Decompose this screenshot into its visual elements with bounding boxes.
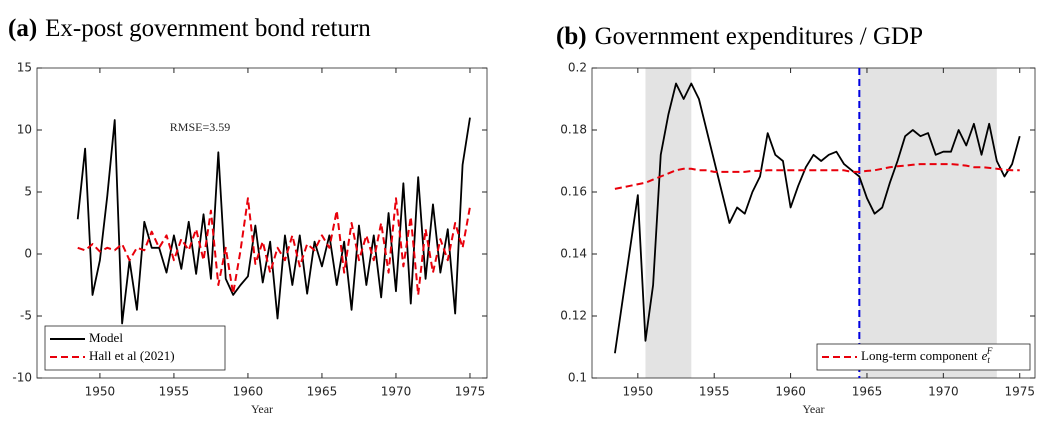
legend-name: Long-term component <box>861 348 978 363</box>
plot-frame <box>36 67 488 379</box>
y-tick-label: -10 <box>12 371 32 385</box>
title-text: Ex-post government bond return <box>45 15 371 42</box>
legend-name: Model <box>89 330 123 345</box>
x-tick-label: 1970 <box>381 385 412 399</box>
series-line <box>76 117 471 325</box>
chart-title: (b) Government expenditures / GDP <box>556 23 923 50</box>
chart-title: (a) Ex-post government bond return <box>8 15 371 42</box>
y-tick-label: 0.1 <box>568 371 587 385</box>
y-tick-label: 0.2 <box>568 61 587 75</box>
legend-name: Hall et al (2021) <box>89 348 175 363</box>
legend-box <box>44 325 226 371</box>
legend-label: Long-term component etF <box>861 346 993 365</box>
x-tick-label: 1965 <box>852 385 883 399</box>
y-tick-label: 0.16 <box>560 185 587 199</box>
y-tick-label: 15 <box>17 61 32 75</box>
legend-math-sub: t <box>987 355 990 365</box>
series-line <box>614 82 1021 354</box>
x-tick-label: 1960 <box>233 385 264 399</box>
y-tick-label: 5 <box>24 185 32 199</box>
x-tick-label: 1960 <box>775 385 806 399</box>
x-tick-label: 1975 <box>455 385 486 399</box>
plot-frame <box>591 67 1036 379</box>
y-tick-label: 10 <box>17 123 32 137</box>
annotation: RMSE=3.59 <box>170 120 230 134</box>
y-tick-label: 0.18 <box>560 123 587 137</box>
x-axis-label: Year <box>802 402 824 416</box>
y-tick-label: -5 <box>20 309 32 323</box>
series-line <box>614 163 1020 190</box>
y-tick-label: 0 <box>24 247 32 261</box>
x-tick-label: 1970 <box>928 385 959 399</box>
shaded-region <box>859 68 997 378</box>
legend-math-sup: F <box>986 346 993 356</box>
x-tick-label: 1950 <box>85 385 116 399</box>
shaded-region <box>645 68 692 378</box>
x-tick-label: 1950 <box>623 385 654 399</box>
title-tag: (b) <box>556 23 587 50</box>
y-tick-label: 0.14 <box>560 247 587 261</box>
title-tag: (a) <box>8 15 37 42</box>
legend-math: e <box>982 348 988 363</box>
x-axis-label: Year <box>251 402 273 416</box>
series-line <box>77 197 471 296</box>
title-text: Government expenditures / GDP <box>595 23 923 50</box>
x-tick-label: 1975 <box>1004 385 1035 399</box>
x-tick-label: 1965 <box>307 385 338 399</box>
x-tick-label: 1955 <box>159 385 190 399</box>
legend-label: Model <box>89 330 123 345</box>
legend-box <box>816 343 1031 371</box>
x-tick-label: 1955 <box>699 385 730 399</box>
y-tick-label: 0.12 <box>560 309 587 323</box>
legend-label: Hall et al (2021) <box>89 348 175 363</box>
